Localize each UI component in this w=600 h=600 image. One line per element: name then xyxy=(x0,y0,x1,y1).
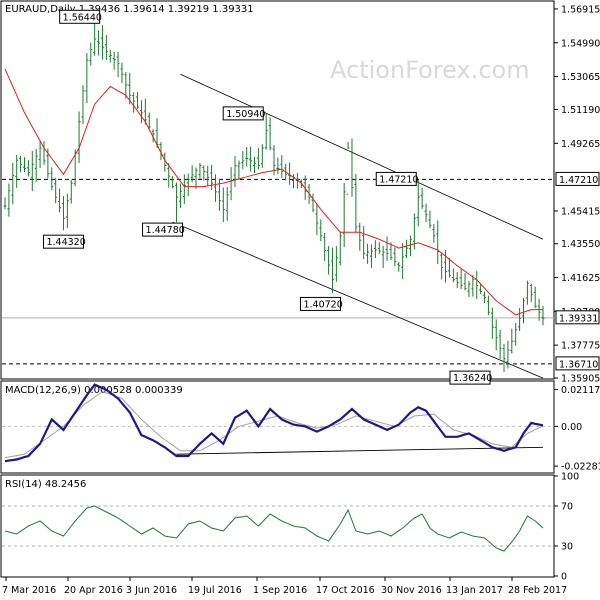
swing-label: 1.47210 xyxy=(379,174,418,185)
level-price-label: 1.47210 xyxy=(559,175,598,186)
price-tick-label: 1.54990 xyxy=(561,38,600,49)
x-tick-label: 20 Apr 2016 xyxy=(64,585,123,596)
price-tick-label: 1.51190 xyxy=(561,105,600,116)
macd-plot-layer: 0.021171 0.00 -0.022814 xyxy=(2,383,600,473)
price-tick-label: 1.37775 xyxy=(561,341,600,352)
price-tick-label: 1.45415 xyxy=(561,206,600,217)
rsi-label: RSI(14) 48.2456 xyxy=(5,479,86,490)
swing-label: 1.44320 xyxy=(46,237,85,248)
macd-tick-label: -0.022814 xyxy=(561,462,600,473)
macd-tick-label: 0.021171 xyxy=(561,385,600,396)
rsi-tick-label: 30 xyxy=(561,542,573,553)
level-price-label: 1.36710 xyxy=(559,359,598,370)
x-axis: 7 Mar 2016 20 Apr 2016 3 Jun 2016 19 Jul 20… xyxy=(2,577,567,596)
symbol-header: EURAUD,Daily 1.39436 1.39614 1.39219 1.3… xyxy=(5,4,254,15)
watermark: ActionForex.com xyxy=(330,56,530,84)
macd-line xyxy=(4,383,544,463)
price-tick-label: 1.41625 xyxy=(561,273,600,284)
swing-label-box xyxy=(142,222,184,237)
price-plot-layer: 1.56915 1.54990 1.53065 1.51190 1.49265 1.454… xyxy=(2,4,600,385)
rsi-panel-frame xyxy=(0,474,555,578)
macd-label: MACD(12,26,9) 0.000528 0.000339 xyxy=(5,385,183,396)
swing-label: 1.44780 xyxy=(146,225,185,236)
swing-label-box xyxy=(222,106,264,121)
swing-label: 1.56440 xyxy=(63,12,102,23)
price-tick-label: 1.43550 xyxy=(561,239,600,250)
x-tick-label: 30 Nov 2016 xyxy=(381,585,442,596)
price-tick-label: 1.56915 xyxy=(561,4,600,15)
rsi-tick-label: 70 xyxy=(561,502,573,513)
channel-lower-line xyxy=(172,221,544,379)
rsi-line xyxy=(4,505,544,552)
swing-label: 1.36240 xyxy=(453,373,492,384)
swing-label-box xyxy=(42,234,84,249)
rsi-plot-layer: 100 70 30 0 xyxy=(2,472,579,583)
last-price-label: 1.39331 xyxy=(559,313,598,324)
rsi-tick-label: 100 xyxy=(561,472,579,483)
swing-label: 1.50940 xyxy=(226,109,265,120)
price-panel-frame xyxy=(0,0,555,380)
swing-label: 1.40720 xyxy=(303,299,342,310)
x-tick-label: 7 Mar 2016 xyxy=(2,585,56,596)
rsi-tick-label: 0 xyxy=(561,572,567,583)
level-price-box xyxy=(555,356,600,371)
moving-average-line xyxy=(4,68,543,316)
swing-label-box xyxy=(59,9,101,24)
x-tick-label: 13 Jan 2017 xyxy=(446,585,503,596)
macd-signal-line xyxy=(4,391,544,459)
last-price-box xyxy=(555,310,600,325)
x-tick-label: 28 Feb 2017 xyxy=(508,585,567,596)
swing-label-box xyxy=(299,296,341,311)
swing-label-box xyxy=(449,370,491,385)
price-tick-label: 1.53065 xyxy=(561,72,600,83)
macd-tick-label: 0.00 xyxy=(561,422,582,433)
level-price-box xyxy=(555,171,600,186)
x-tick-label: 19 Jul 2016 xyxy=(188,585,242,596)
swing-label-box xyxy=(375,171,417,186)
channel-upper-line xyxy=(180,73,544,240)
x-tick-label: 1 Sep 2016 xyxy=(253,585,307,596)
price-tick-label: 1.49265 xyxy=(561,139,600,150)
price-tick-label: 1.35905 xyxy=(561,374,600,385)
x-tick-label: 3 Jun 2016 xyxy=(126,585,177,596)
x-tick-label: 17 Oct 2016 xyxy=(316,585,375,596)
macd-trend-line xyxy=(176,446,544,455)
macd-panel-frame xyxy=(0,380,555,474)
